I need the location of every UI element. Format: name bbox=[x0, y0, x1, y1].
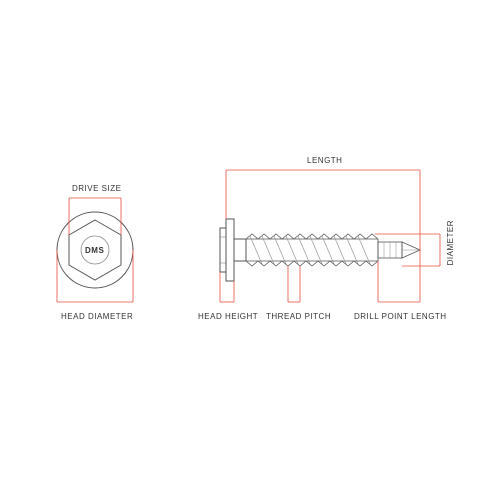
hex-head-side bbox=[220, 228, 226, 272]
drill-point-label: DRILL POINT LENGTH bbox=[354, 312, 447, 321]
length-label: LENGTH bbox=[307, 156, 342, 165]
shank bbox=[234, 239, 246, 261]
washer-flange bbox=[226, 219, 234, 281]
thread-section bbox=[246, 234, 378, 266]
diameter-label: DIAMETER bbox=[446, 220, 455, 265]
center-text: DMS bbox=[85, 246, 104, 255]
head-height-label: HEAD HEIGHT bbox=[198, 312, 258, 321]
head-diameter-label: HEAD DIAMETER bbox=[61, 312, 133, 321]
diagram-svg bbox=[0, 0, 500, 500]
drive-size-label: DRIVE SIZE bbox=[72, 184, 121, 193]
thread-pitch-label: THREAD PITCH bbox=[266, 312, 331, 321]
drill-point bbox=[378, 239, 420, 261]
